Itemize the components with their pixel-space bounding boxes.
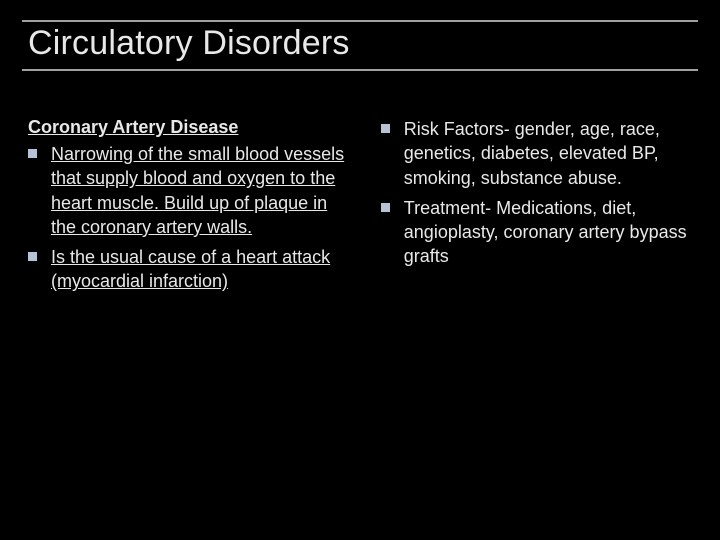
list-item: Treatment- Medications, diet, angioplast… (381, 196, 692, 269)
title-rule: Circulatory Disorders (22, 20, 698, 71)
right-column: Risk Factors- gender, age, race, genetic… (381, 117, 692, 300)
right-bullets: Risk Factors- gender, age, race, genetic… (381, 117, 692, 269)
bullet-icon (28, 149, 37, 158)
bullet-text: Risk Factors- gender, age, race, genetic… (404, 117, 692, 190)
list-item: Narrowing of the small blood vessels tha… (28, 142, 355, 239)
left-column: Coronary Artery Disease Narrowing of the… (28, 117, 355, 300)
content-columns: Coronary Artery Disease Narrowing of the… (28, 71, 692, 300)
page-title: Circulatory Disorders (28, 24, 692, 63)
bullet-text: Narrowing of the small blood vessels tha… (51, 142, 355, 239)
bullet-text: Treatment- Medications, diet, angioplast… (404, 196, 692, 269)
bullet-icon (28, 252, 37, 261)
list-item: Is the usual cause of a heart attack (my… (28, 245, 355, 294)
bullet-icon (381, 124, 390, 133)
left-bullets: Narrowing of the small blood vessels tha… (28, 142, 355, 294)
slide: Circulatory Disorders Coronary Artery Di… (0, 0, 720, 540)
bullet-icon (381, 203, 390, 212)
bullet-text: Is the usual cause of a heart attack (my… (51, 245, 355, 294)
list-item: Risk Factors- gender, age, race, genetic… (381, 117, 692, 190)
left-heading: Coronary Artery Disease (28, 117, 355, 138)
